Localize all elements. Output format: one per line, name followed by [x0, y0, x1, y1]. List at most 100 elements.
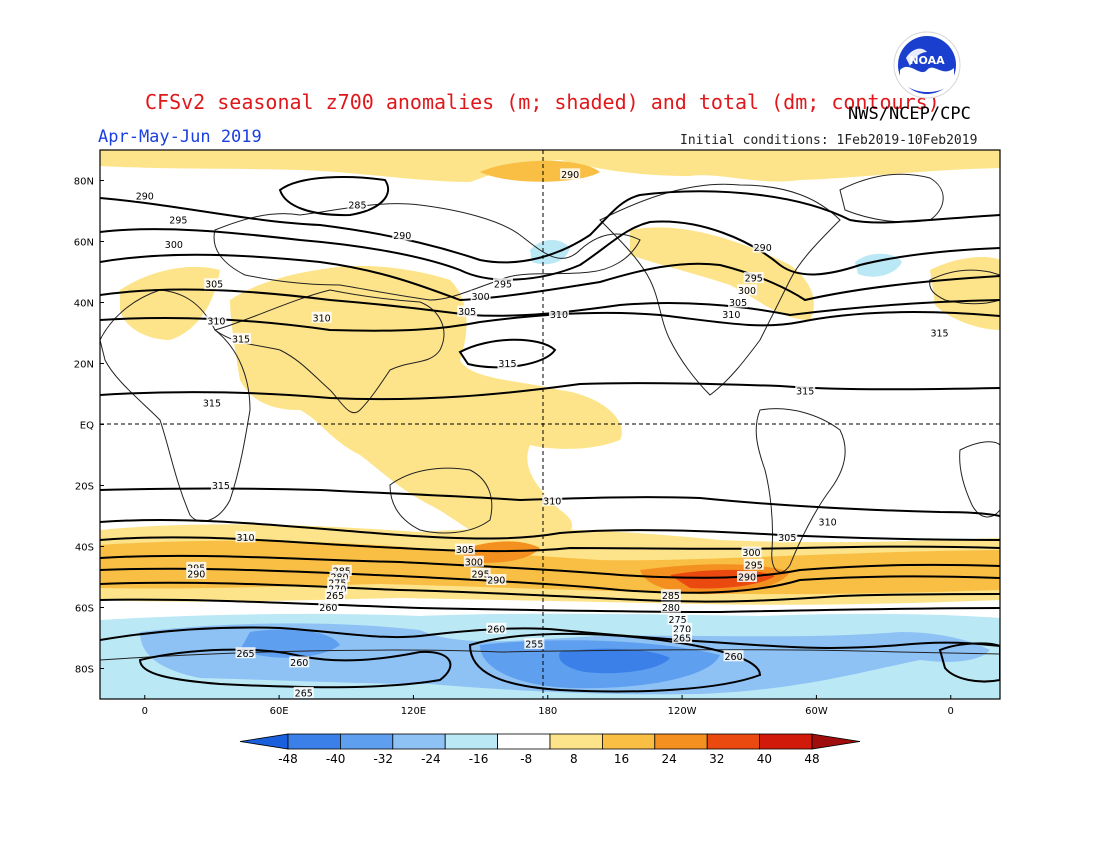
- colorbar-tick-label: 8: [570, 752, 578, 766]
- colorbar-tick-label: -8: [520, 752, 532, 766]
- colorbar-bin: [339, 733, 394, 750]
- colorbar-bin: [602, 733, 656, 750]
- contour-label: 315: [210, 479, 231, 492]
- colorbar-tick-label: -32: [373, 752, 393, 766]
- contour-label: 300: [470, 290, 491, 303]
- svg-text:305: 305: [205, 280, 223, 291]
- colorbar-tick-label: -40: [326, 752, 346, 766]
- svg-text:295: 295: [472, 569, 490, 580]
- contour-label: 300: [463, 555, 484, 568]
- svg-text:315: 315: [212, 481, 230, 492]
- contour-label: 310: [548, 308, 569, 321]
- contour-label: 295: [743, 272, 764, 285]
- contour-label: 315: [497, 357, 518, 370]
- agency-label: NWS/NCEP/CPC: [848, 104, 971, 124]
- contour-label: 305: [204, 278, 225, 291]
- svg-text:260: 260: [290, 658, 308, 669]
- lon-tick-label: 120E: [401, 706, 426, 717]
- contour-label: 290: [134, 189, 155, 202]
- lat-tick-label: 20S: [75, 482, 94, 493]
- lon-tick-label: 0: [948, 706, 954, 717]
- lat-tick-label: 80N: [74, 177, 94, 188]
- contour-label: 255: [524, 638, 545, 651]
- svg-text:265: 265: [673, 634, 691, 645]
- contour-label: 270: [672, 622, 693, 635]
- colorbar-bin: [549, 733, 603, 750]
- contour-label: 265: [235, 647, 256, 660]
- svg-text:315: 315: [203, 399, 221, 410]
- colorbar-bin: [497, 733, 551, 750]
- lat-tick-label: 60N: [74, 238, 94, 249]
- contour-label: 265: [293, 686, 314, 699]
- contour-label: 315: [201, 397, 222, 410]
- contour-label: 295: [492, 278, 513, 291]
- contour-label: 275: [667, 613, 688, 626]
- colorbar-bin: [706, 733, 761, 750]
- lat-tick-label: 20N: [74, 360, 94, 371]
- colorbar-tick-label: -16: [469, 752, 489, 766]
- contour-label: 290: [486, 574, 507, 587]
- contour-label: 305: [728, 296, 749, 309]
- initial-conditions-label: Initial conditions: 1Feb2019-10Feb2019: [680, 133, 978, 148]
- svg-text:260: 260: [319, 603, 337, 614]
- contour-label: 305: [457, 305, 478, 318]
- svg-text:305: 305: [458, 307, 476, 318]
- colorbar-tick-label: -48: [278, 752, 298, 766]
- svg-text:300: 300: [465, 557, 483, 568]
- svg-text:290: 290: [393, 231, 411, 242]
- contour-label: 295: [168, 214, 189, 227]
- contour-label: 315: [929, 327, 950, 340]
- contour-label: 315: [231, 333, 252, 346]
- anomaly-colorbar: -48 -40 -32 -24 -16 -8 8 16 24 32 40 48: [239, 733, 861, 766]
- colorbar-tick-label: 24: [661, 752, 676, 766]
- contour-label: 310: [721, 308, 742, 321]
- svg-text:310: 310: [313, 313, 331, 324]
- svg-text:280: 280: [662, 603, 680, 614]
- lon-tick-label: 120W: [668, 706, 697, 717]
- contour-label: 300: [737, 284, 758, 297]
- contour-label: 260: [486, 622, 507, 635]
- contour-label: 300: [163, 238, 184, 251]
- noaa-logo-text: NOAA: [909, 54, 945, 67]
- colorbar-bin: [287, 733, 341, 750]
- lon-tick-label: 0: [142, 706, 148, 717]
- lon-tick-label: 60E: [270, 706, 289, 717]
- contour-label: 290: [186, 567, 207, 580]
- svg-text:265: 265: [236, 649, 254, 660]
- contour-label: 315: [795, 384, 816, 397]
- svg-text:315: 315: [232, 335, 250, 346]
- lon-tick-label: 180: [538, 706, 557, 717]
- negative-anomaly-shading: [100, 239, 1000, 699]
- svg-text:310: 310: [543, 496, 561, 507]
- svg-text:290: 290: [561, 170, 579, 181]
- contour-label: 305: [777, 531, 798, 544]
- colorbar-tick-label: 48: [804, 752, 819, 766]
- svg-text:310: 310: [819, 518, 837, 529]
- svg-text:315: 315: [498, 359, 516, 370]
- lat-tick-label: 80S: [75, 665, 94, 676]
- colorbar-tick-label: -24: [421, 752, 441, 766]
- contour-label: 280: [660, 601, 681, 614]
- contour-labels: 2902852902953003053103153103053002953103…: [134, 168, 950, 699]
- colorbar-bin: [392, 733, 446, 750]
- svg-text:275: 275: [669, 615, 687, 626]
- svg-text:300: 300: [742, 548, 760, 559]
- lon-tick-label: 60W: [805, 706, 828, 717]
- contour-label: 285: [660, 589, 681, 602]
- contour-label: 260: [289, 656, 310, 669]
- svg-text:300: 300: [165, 240, 183, 251]
- colorbar-arrow-right: [811, 733, 861, 750]
- svg-text:290: 290: [754, 243, 772, 254]
- svg-text:305: 305: [778, 533, 796, 544]
- svg-text:310: 310: [207, 316, 225, 327]
- contour-label: 265: [672, 632, 693, 645]
- svg-text:260: 260: [487, 624, 505, 635]
- contour-label: 295: [743, 558, 764, 571]
- svg-text:300: 300: [472, 292, 490, 303]
- svg-text:315: 315: [930, 329, 948, 340]
- colorbar-tick-label: 16: [614, 752, 629, 766]
- contour-label: 290: [737, 571, 758, 584]
- svg-text:295: 295: [494, 280, 512, 291]
- svg-text:255: 255: [525, 640, 543, 651]
